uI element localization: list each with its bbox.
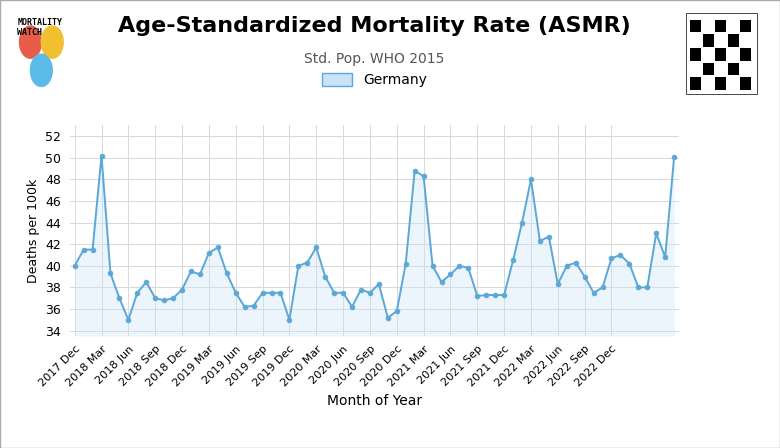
Bar xyxy=(728,63,739,75)
Bar xyxy=(715,77,726,90)
Bar xyxy=(715,48,726,61)
Bar xyxy=(740,20,751,32)
Bar xyxy=(715,20,726,32)
FancyBboxPatch shape xyxy=(686,13,757,94)
Circle shape xyxy=(20,26,41,58)
Text: Age-Standardized Mortality Rate (ASMR): Age-Standardized Mortality Rate (ASMR) xyxy=(118,16,631,36)
Bar xyxy=(690,20,701,32)
Circle shape xyxy=(41,26,63,58)
Bar xyxy=(703,63,714,75)
Bar xyxy=(740,48,751,61)
Circle shape xyxy=(30,54,52,86)
Legend: Germany: Germany xyxy=(321,73,427,87)
Bar xyxy=(690,77,701,90)
Y-axis label: Deaths per 100k: Deaths per 100k xyxy=(27,179,40,283)
X-axis label: Month of Year: Month of Year xyxy=(327,394,422,408)
Bar xyxy=(728,34,739,47)
Bar xyxy=(690,48,701,61)
Bar xyxy=(703,34,714,47)
Text: MORTALITY
WATCH: MORTALITY WATCH xyxy=(17,18,62,37)
Text: Std. Pop. WHO 2015: Std. Pop. WHO 2015 xyxy=(304,52,445,65)
Bar xyxy=(740,77,751,90)
